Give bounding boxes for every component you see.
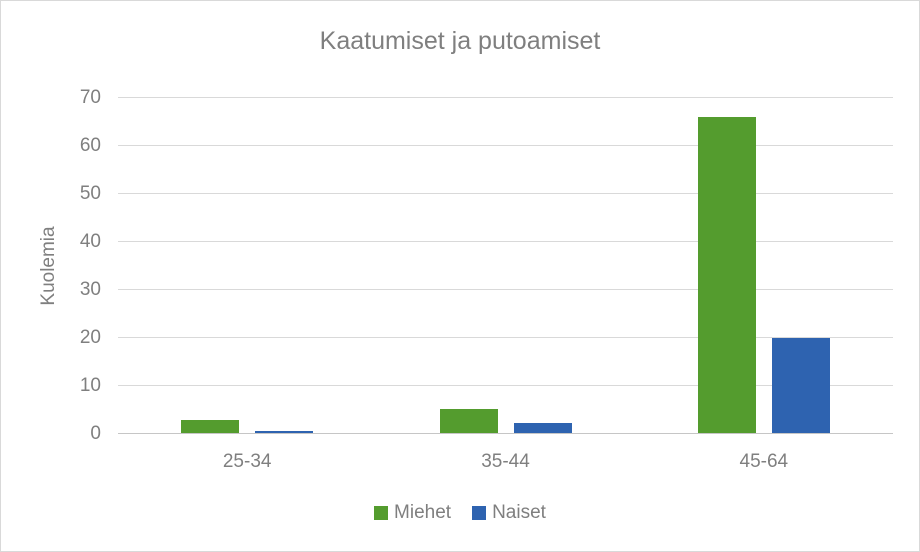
y-tick-label: 10: [79, 375, 101, 396]
bar-miehet-45-64: [697, 117, 756, 434]
plot-area: [118, 97, 893, 434]
gridline: [118, 145, 893, 146]
gridline: [118, 241, 893, 242]
bar-miehet-35-44: [439, 408, 498, 434]
y-tick-label: 50: [79, 183, 101, 204]
chart-title: Kaatumiset ja putoamiset: [319, 27, 601, 55]
bar-naiset-35-44: [513, 423, 572, 434]
y-tick-label: 70: [79, 87, 101, 108]
gridline: [118, 193, 893, 194]
legend-swatch-miehet: [374, 506, 389, 520]
y-tick-label: 30: [79, 279, 101, 300]
bar-miehet-25-34: [181, 419, 240, 434]
chart-legend: Miehet Naiset: [1, 502, 919, 524]
bar-naiset-45-64: [771, 338, 830, 434]
gridline: [118, 97, 893, 98]
y-tick-label: 20: [79, 327, 101, 348]
x-tick-label: 35-44: [481, 451, 530, 472]
legend-swatch-naiset: [472, 506, 487, 520]
y-tick-label: 40: [79, 231, 101, 252]
gridline: [118, 337, 893, 338]
legend-label: Miehet: [394, 502, 452, 523]
legend-item-miehet: Miehet: [374, 502, 451, 524]
bar-naiset-25-34: [255, 431, 314, 434]
x-axis-line: [118, 433, 893, 434]
legend-label: Naiset: [492, 502, 546, 523]
legend-item-naiset: Naiset: [472, 502, 546, 524]
gridline: [118, 289, 893, 290]
y-axis-tick-labels: 0 10 20 30 40 50 60 70: [31, 87, 101, 444]
x-axis-tick-labels: 25-34 35-44 45-64: [118, 450, 893, 474]
y-tick-label: 60: [79, 135, 101, 156]
gridline: [118, 385, 893, 386]
x-tick-label: 45-64: [739, 451, 789, 472]
y-tick-label: 0: [90, 423, 101, 444]
x-tick-label: 25-34: [222, 451, 272, 472]
